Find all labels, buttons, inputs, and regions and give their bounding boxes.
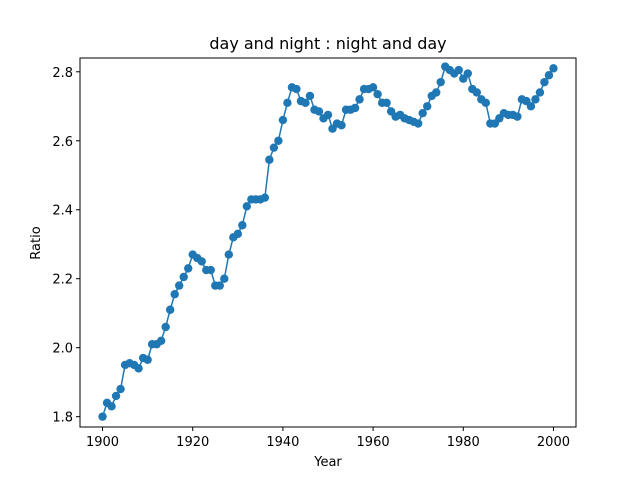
data-point <box>472 88 481 97</box>
data-point <box>382 98 391 108</box>
data-point <box>413 119 423 128</box>
data-point <box>544 71 554 80</box>
data-point <box>535 88 545 97</box>
y-tick-label: 1.8 <box>52 411 73 426</box>
data-point <box>233 229 243 239</box>
data-point <box>107 402 116 411</box>
data-point <box>224 250 233 259</box>
data-point <box>175 281 184 290</box>
data-point <box>301 98 310 108</box>
data-point <box>540 77 549 87</box>
data-point <box>436 77 445 87</box>
data-point <box>350 103 360 113</box>
data-point <box>269 143 279 152</box>
data-point <box>337 121 346 130</box>
data-point <box>220 274 229 283</box>
data-point <box>184 264 193 273</box>
data-point <box>197 257 206 266</box>
data-point <box>423 102 432 111</box>
data-point <box>314 107 324 116</box>
data-point <box>454 65 463 75</box>
x-tick-label: 2000 <box>537 435 570 450</box>
data-point <box>549 64 558 73</box>
data-point <box>292 84 301 94</box>
x-tick-label: 1960 <box>357 435 390 450</box>
y-tick-label: 2.4 <box>52 204 73 219</box>
data-point <box>481 98 491 108</box>
data-point <box>283 98 292 108</box>
plot-frame <box>79 57 577 428</box>
data-point <box>526 102 536 111</box>
data-point <box>170 290 179 299</box>
data-point <box>373 90 382 99</box>
data-point <box>143 355 152 364</box>
data-point <box>206 265 215 275</box>
x-tick-label: 1980 <box>447 435 480 450</box>
chart-title: day and night : night and day <box>209 34 446 53</box>
x-axis-label: Year <box>313 455 342 470</box>
data-point <box>463 69 472 78</box>
data-point <box>305 91 315 101</box>
data-point <box>215 281 224 290</box>
data-point <box>179 272 188 282</box>
y-tick-label: 2.0 <box>52 342 73 357</box>
data-point <box>156 336 166 345</box>
data-point <box>355 95 364 104</box>
data-point <box>98 412 107 421</box>
y-tick-label: 2.8 <box>52 66 73 81</box>
data-point <box>242 202 252 211</box>
data-point <box>418 108 427 118</box>
series-layer <box>98 62 558 421</box>
data-point <box>368 83 378 92</box>
data-point <box>260 193 270 202</box>
x-tick-label: 1940 <box>266 435 299 450</box>
data-point <box>165 305 175 314</box>
y-tick-label: 2.6 <box>52 135 73 150</box>
data-point <box>238 221 247 230</box>
data-point <box>323 110 333 120</box>
plot-area <box>80 58 576 427</box>
data-point <box>134 364 143 373</box>
data-point <box>161 322 170 332</box>
y-axis-label: Ratio <box>29 226 44 259</box>
x-tick-label: 1920 <box>176 435 209 450</box>
data-point <box>531 95 540 104</box>
data-point <box>513 112 522 121</box>
axes-layer: 1900 1920 1940 1960 1980 2000 1.8 2.0 2.2 2.4 2.6 2… <box>52 66 570 450</box>
x-tick-label: 1900 <box>86 435 119 450</box>
data-point <box>111 391 121 401</box>
data-point <box>278 115 288 125</box>
data-point <box>274 136 283 145</box>
data-point <box>116 384 125 394</box>
data-point <box>265 155 274 164</box>
data-point <box>432 88 441 97</box>
y-tick-label: 2.2 <box>52 273 73 288</box>
